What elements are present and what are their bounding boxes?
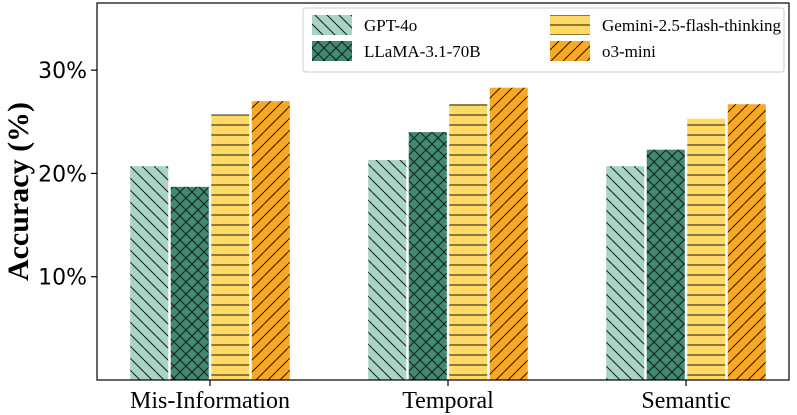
plot-frame xyxy=(96,2,790,381)
bar-llama-3-1-70b-mis-information xyxy=(170,186,209,380)
y-axis-title: Accuracy (%) xyxy=(2,102,35,281)
bar-gpt-4o-temporal xyxy=(368,159,407,380)
legend-label-gpt-4o: GPT-4o xyxy=(364,16,417,35)
legend: GPT-4o LLaMA-3.1-70B Gemini-2.5-flash-thin… xyxy=(302,7,785,73)
bar-llama-3-1-70b-semantic xyxy=(646,149,685,380)
legend-box xyxy=(302,7,785,73)
legend-label-o3-mini: o3-mini xyxy=(602,42,656,61)
y-tick-label-30: 30% xyxy=(38,59,87,84)
legend-swatch-gemini-2-5-flash-thinking xyxy=(550,15,590,35)
y-tick-label-20: 20% xyxy=(38,162,87,187)
y-tick-label-10: 10% xyxy=(38,266,87,291)
bar-o3-mini-semantic xyxy=(727,104,766,380)
bar-gemini-2-5-flash-thinking-temporal xyxy=(449,104,488,380)
legend-swatch-llama-3-1-70b xyxy=(312,41,352,61)
legend-label-gemini-2-5-flash-thinking: Gemini-2.5-flash-thinking xyxy=(602,16,781,35)
bar-o3-mini-mis-information xyxy=(251,101,290,380)
x-category-label-semantic: Semantic xyxy=(641,388,730,414)
bar-gemini-2-5-flash-thinking-semantic xyxy=(687,118,726,380)
legend-swatch-o3-mini xyxy=(550,41,590,61)
bar-gpt-4o-mis-information xyxy=(130,166,169,380)
bars-layer xyxy=(130,87,766,380)
legend-label-llama-3-1-70b: LLaMA-3.1-70B xyxy=(364,42,481,61)
x-category-label-temporal: Temporal xyxy=(402,388,494,414)
bar-gemini-2-5-flash-thinking-mis-information xyxy=(211,114,250,380)
bar-gpt-4o-semantic xyxy=(606,166,645,380)
legend-swatch-gpt-4o xyxy=(312,15,352,35)
bar-llama-3-1-70b-temporal xyxy=(408,132,447,380)
bar-o3-mini-temporal xyxy=(489,87,528,380)
x-category-label-mis-information: Mis-Information xyxy=(130,388,290,414)
